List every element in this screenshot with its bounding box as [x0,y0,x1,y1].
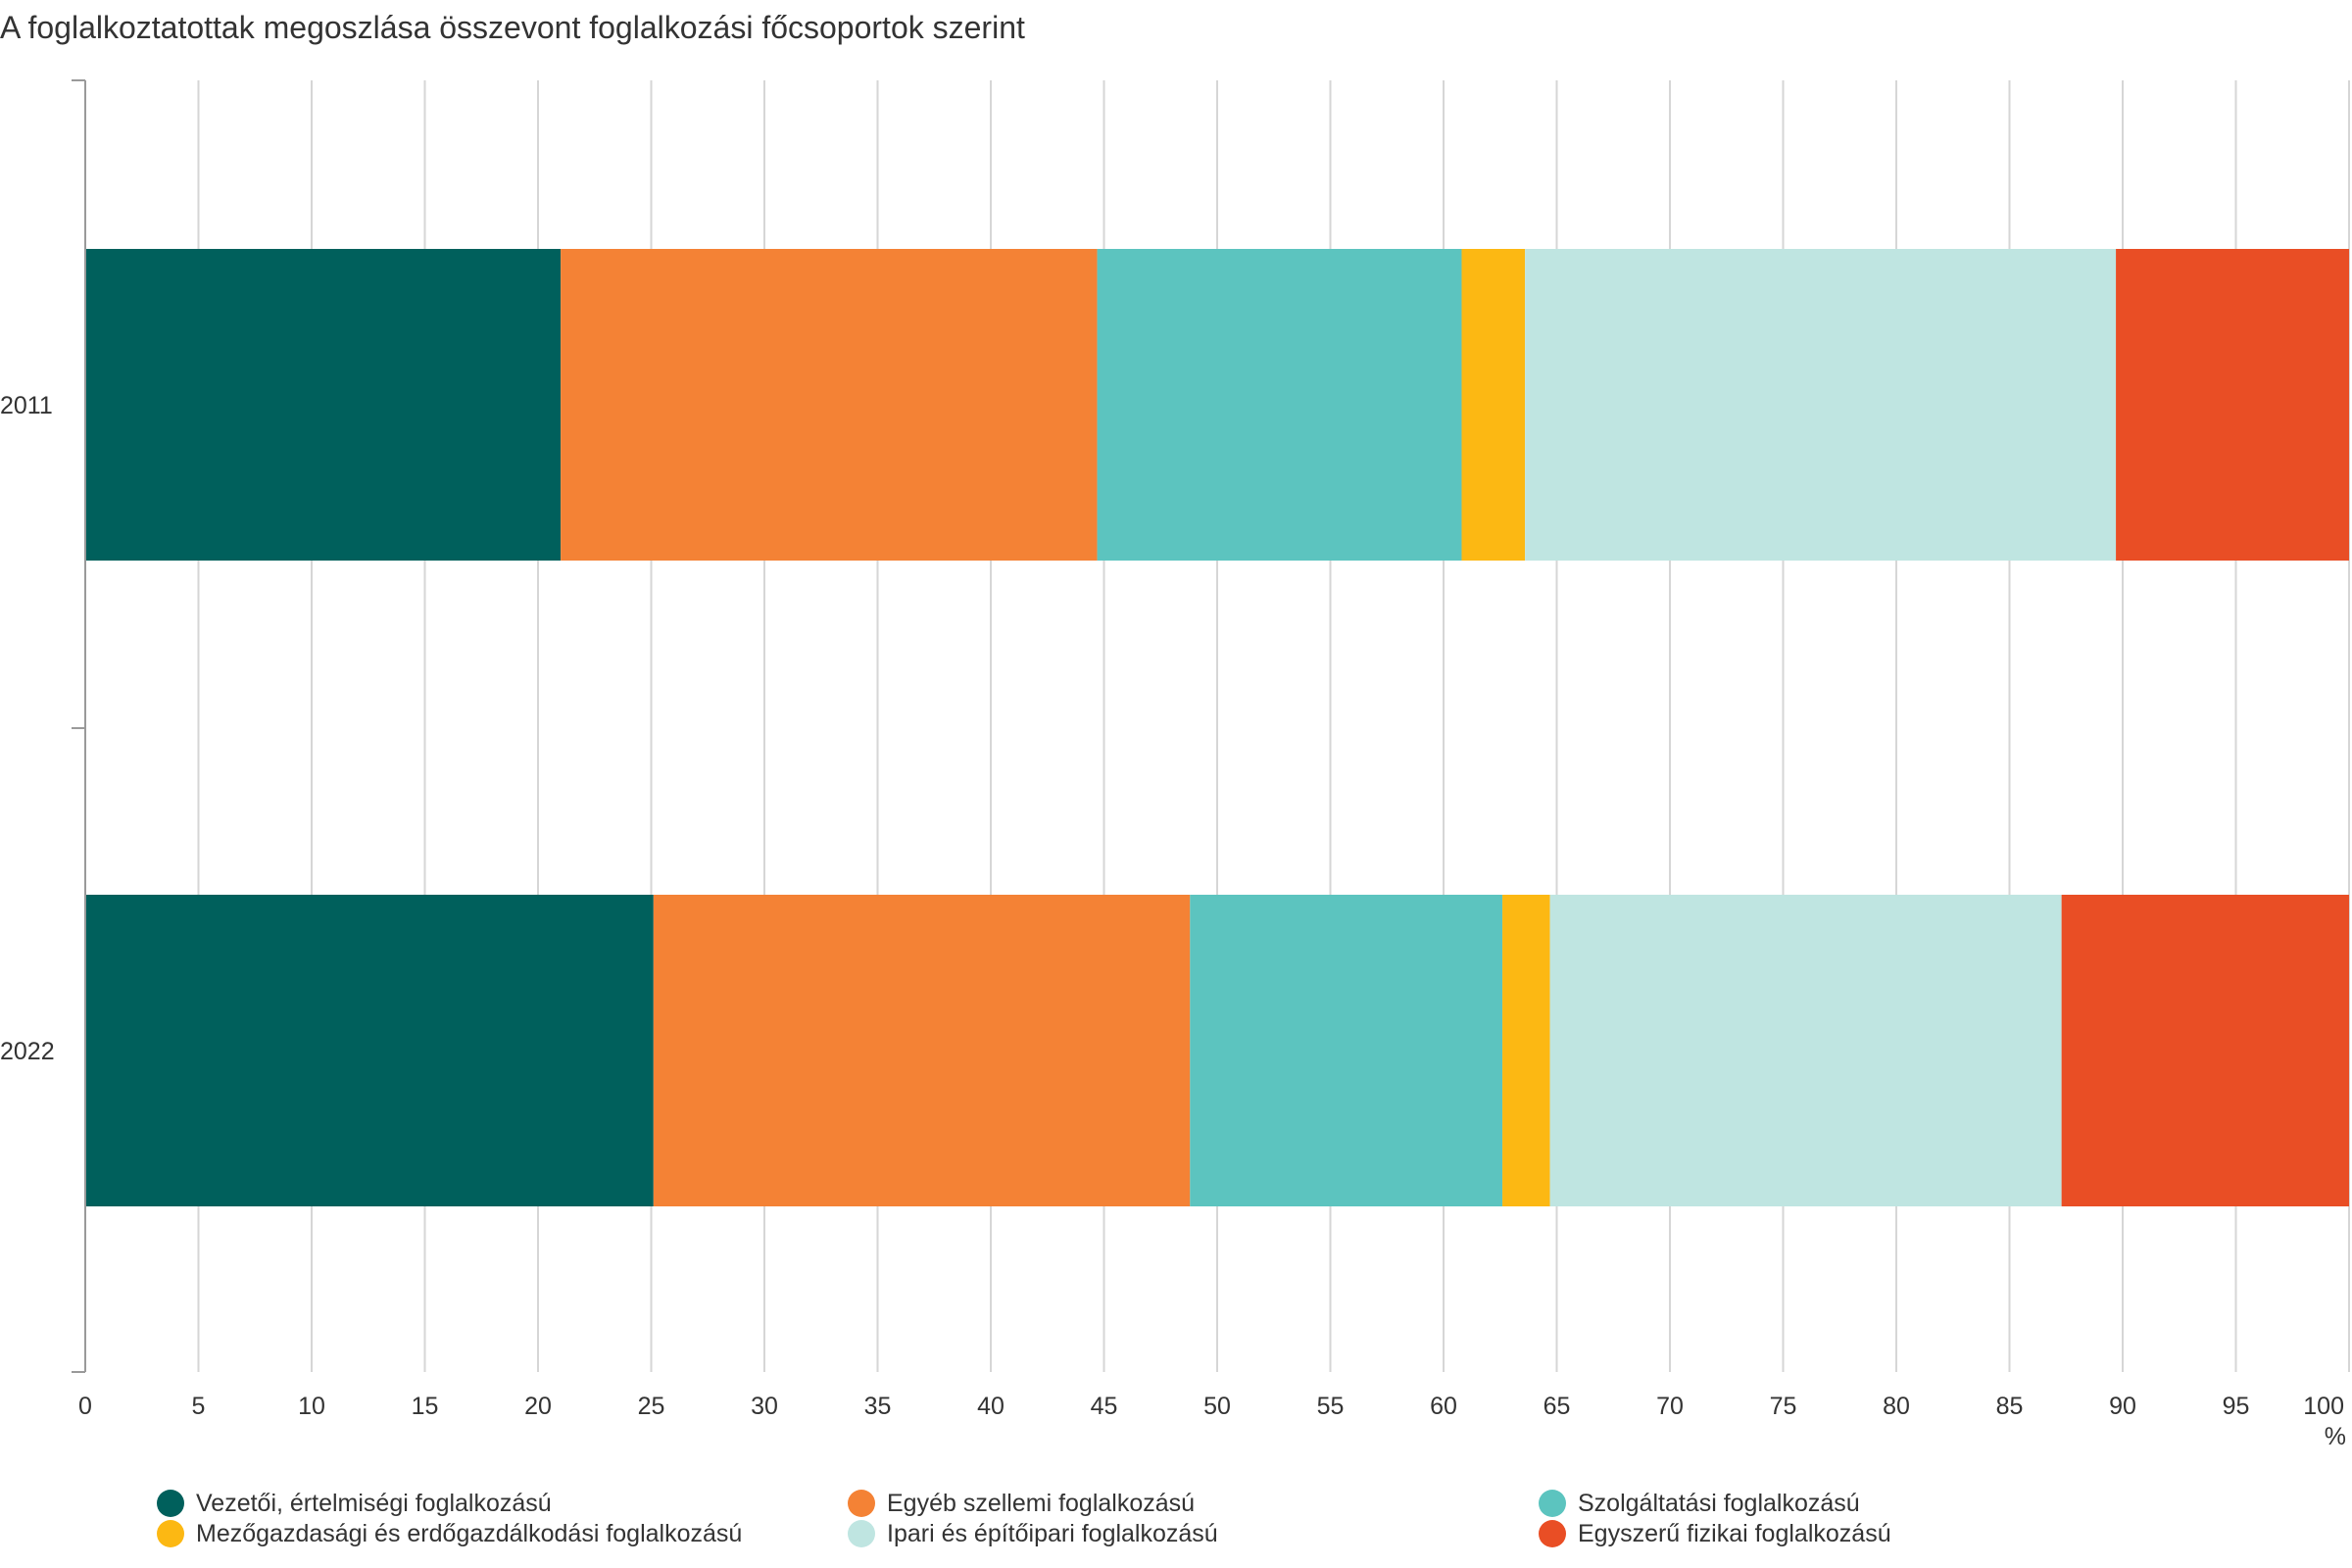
x-axis-unit: % [2325,1423,2346,1450]
x-tick-label-30: 30 [751,1393,778,1420]
legend-marker-icon [157,1490,184,1517]
legend-item-2[interactable]: Szolgáltatási foglalkozású [1539,1488,1860,1519]
legend-marker-icon [1539,1520,1566,1547]
bar-2011-series-4[interactable] [1525,249,2117,561]
x-tick-label-20: 20 [524,1393,552,1420]
legend-label: Egyéb szellemi foglalkozású [887,1489,1196,1517]
x-tick-label-15: 15 [412,1393,439,1420]
x-tick-label-95: 95 [2223,1393,2250,1420]
bar-2022-series-5[interactable] [2061,895,2349,1206]
bar-2022-series-1[interactable] [653,895,1191,1206]
x-tick-label-80: 80 [1883,1393,1910,1420]
x-tick-label-45: 45 [1091,1393,1118,1420]
legend-marker-icon [1539,1490,1566,1517]
x-tick-label-85: 85 [1996,1393,2024,1420]
x-tick-label-65: 65 [1544,1393,1571,1420]
x-tick-label-0: 0 [78,1393,92,1420]
x-tick-label-55: 55 [1317,1393,1345,1420]
legend-label: Ipari és építőipari foglalkozású [887,1519,1218,1547]
x-tick-label-35: 35 [864,1393,892,1420]
bar-2022-series-2[interactable] [1190,895,1503,1206]
bar-2011-series-3[interactable] [1461,249,1526,561]
x-tick-label-90: 90 [2109,1393,2136,1420]
y-category-label-2011: 2011 [0,392,53,419]
bar-2022-series-3[interactable] [1502,895,1550,1206]
bar-2011-series-5[interactable] [2116,249,2349,561]
axis-layer: 0 5 10 15 20 25 30 35 40 45 50 55 60 65 70 75 80 85 90 95 10… [0,79,2346,1450]
bar-layer [85,249,2349,1206]
bar-2011-series-1[interactable] [561,249,1098,561]
bar-2011-series-2[interactable] [1097,249,1462,561]
legend-marker-icon [157,1520,184,1547]
legend-item-3[interactable]: Mezőgazdasági és erdőgazdálkodási foglal… [157,1518,742,1549]
legend-label: Egyszerű fizikai foglalkozású [1578,1519,1891,1547]
legend-item-4[interactable]: Ipari és építőipari foglalkozású [848,1518,1218,1549]
x-tick-label-60: 60 [1430,1393,1457,1420]
legend-item-5[interactable]: Egyszerű fizikai foglalkozású [1539,1518,1891,1549]
legend-label: Szolgáltatási foglalkozású [1578,1489,1860,1517]
x-tick-label-75: 75 [1770,1393,1797,1420]
x-tick-label-10: 10 [298,1393,325,1420]
x-tick-label-5: 5 [192,1393,206,1420]
bar-2011-series-0[interactable] [85,249,562,561]
chart-title: A foglalkoztatottak megoszlása összevont… [0,10,1025,45]
legend-item-1[interactable]: Egyéb szellemi foglalkozású [848,1488,1195,1519]
x-tick-label-40: 40 [977,1393,1004,1420]
legend-marker-icon [848,1490,875,1517]
y-category-label-2022: 2022 [0,1038,55,1065]
legend-label: Vezetői, értelmiségi foglalkozású [196,1489,552,1517]
x-tick-label-50: 50 [1203,1393,1231,1420]
x-tick-label-25: 25 [638,1393,665,1420]
x-tick-label-70: 70 [1656,1393,1684,1420]
legend-label: Mezőgazdasági és erdőgazdálkodási foglal… [196,1519,743,1547]
bar-2022-series-0[interactable] [85,895,654,1206]
legend-marker-icon [848,1520,875,1547]
bar-2022-series-4[interactable] [1549,895,2062,1206]
x-tick-label-100: 100 [2303,1393,2344,1420]
legend-item-0[interactable]: Vezetői, értelmiségi foglalkozású [157,1488,552,1519]
